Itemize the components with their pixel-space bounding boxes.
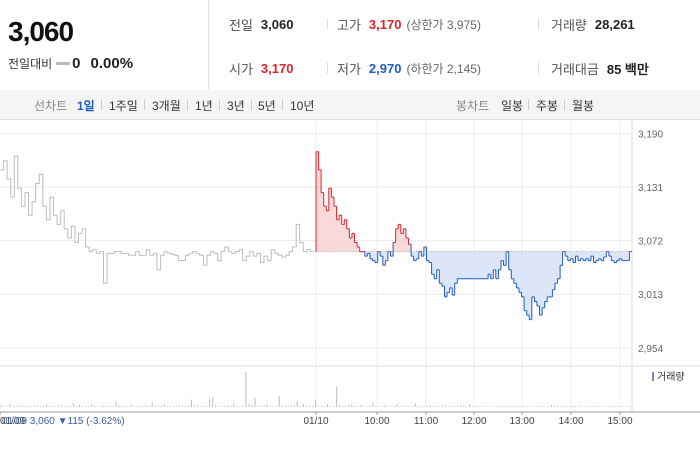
candle-tab-weekly[interactable]: 주봉	[536, 99, 559, 113]
flat-dash-icon	[56, 62, 71, 65]
volume-legend-marker	[652, 372, 654, 381]
line-chart-label: 선차트	[34, 99, 68, 113]
series-prev-day-line	[0, 155, 314, 284]
change-value: 0	[72, 55, 81, 72]
range-tab-5y[interactable]: 5년	[258, 99, 276, 113]
x-tick-label: 01/10	[303, 416, 328, 427]
stat-high-value: 3,170	[368, 17, 402, 32]
x-tick-label: 01/09	[0, 416, 25, 427]
series-today-up-line	[316, 151, 632, 253]
stat-low-value: 2,970	[368, 61, 402, 76]
range-tab-1d[interactable]: 1일	[77, 99, 95, 113]
y-tick-label: 3,190	[638, 130, 663, 141]
prev-day-summary: 01/09 3,060 ▼115 (-3.62%)	[2, 416, 125, 427]
stat-prev-close: 전일 3,060	[229, 15, 293, 34]
change-percent: 0.00%	[90, 55, 134, 72]
y-tick-label: 3,131	[638, 183, 663, 194]
stat-volume: 거래량 28,261	[551, 15, 635, 34]
stat-open-label: 시가	[229, 62, 253, 77]
stat-volume-value: 28,261	[594, 17, 635, 32]
candle-chart-label: 봉차트	[456, 99, 490, 113]
stat-low: 저가 2,970 (하한가 2,145)	[337, 59, 481, 78]
stat-upper-limit: (상한가 3,975)	[406, 18, 481, 32]
divider	[187, 99, 188, 110]
x-tick-label: 11:00	[414, 416, 439, 427]
x-tick-label: 14:00	[558, 416, 583, 427]
y-tick-label: 3,013	[638, 290, 663, 301]
divider	[528, 99, 529, 110]
stat-trade-amount: 거래대금 85 백만	[551, 59, 649, 78]
divider	[327, 18, 328, 30]
stat-high-label: 고가	[337, 18, 361, 33]
divider	[251, 99, 252, 110]
stat-prev-value: 3,060	[260, 17, 294, 32]
y-tick-label: 2,954	[638, 344, 663, 355]
x-tick-label: 10:00	[364, 416, 389, 427]
change-row: 전일대비 0 0.00%	[8, 55, 133, 72]
stock-summary-panel: 3,060 전일대비 0 0.00% 전일 3,060 고가 3,170 (상한…	[0, 0, 700, 91]
divider	[101, 99, 102, 110]
divider	[144, 99, 145, 110]
y-tick-label: 3,072	[638, 237, 663, 248]
divider	[538, 18, 539, 30]
divider	[564, 99, 565, 110]
range-tab-3y[interactable]: 3년	[227, 99, 245, 113]
x-tick-label: 12:00	[461, 416, 486, 427]
volume-legend: 거래량	[657, 371, 685, 383]
range-tab-3m[interactable]: 3개월	[152, 99, 181, 113]
stat-high: 고가 3,170 (상한가 3,975)	[337, 15, 481, 34]
series-today-down-fill	[364, 251, 630, 320]
x-tick-label: 13:00	[509, 416, 534, 427]
divider	[327, 62, 328, 74]
candle-tab-daily[interactable]: 일봉	[501, 99, 524, 113]
stat-open: 시가 3,170	[229, 59, 293, 78]
range-tab-1w[interactable]: 1주일	[109, 99, 138, 113]
series-today-up-fill	[316, 151, 632, 252]
stat-volume-label: 거래량	[551, 18, 587, 33]
price-chart[interactable]: 3,190 3,131 3,072 3,013 2,954 01/09 01/10 10:00…	[0, 120, 700, 450]
x-tick-label: 15:00	[607, 416, 632, 427]
divider	[282, 99, 283, 110]
stat-lower-limit: (하한가 2,145)	[406, 62, 481, 76]
stat-amount-label: 거래대금	[551, 62, 599, 77]
stat-open-value: 3,170	[260, 61, 294, 76]
divider	[219, 99, 220, 110]
divider	[538, 62, 539, 74]
stat-prev-label: 전일	[229, 18, 253, 33]
change-label: 전일대비	[8, 57, 53, 71]
series-today-down-line	[364, 242, 630, 321]
range-tab-1y[interactable]: 1년	[195, 99, 213, 113]
range-tab-10y[interactable]: 10년	[290, 99, 315, 113]
chart-toolbar: 선차트 1일 1주일 3개월 1년 3년 5년 10년 봉차트 일봉 주봉 월봉	[0, 90, 700, 120]
stat-low-label: 저가	[337, 62, 361, 77]
candle-tab-monthly[interactable]: 월봉	[572, 99, 595, 113]
price-box: 3,060 전일대비 0 0.00%	[0, 0, 209, 90]
stat-amount-value: 85 백만	[606, 62, 649, 77]
current-price: 3,060	[8, 16, 74, 47]
